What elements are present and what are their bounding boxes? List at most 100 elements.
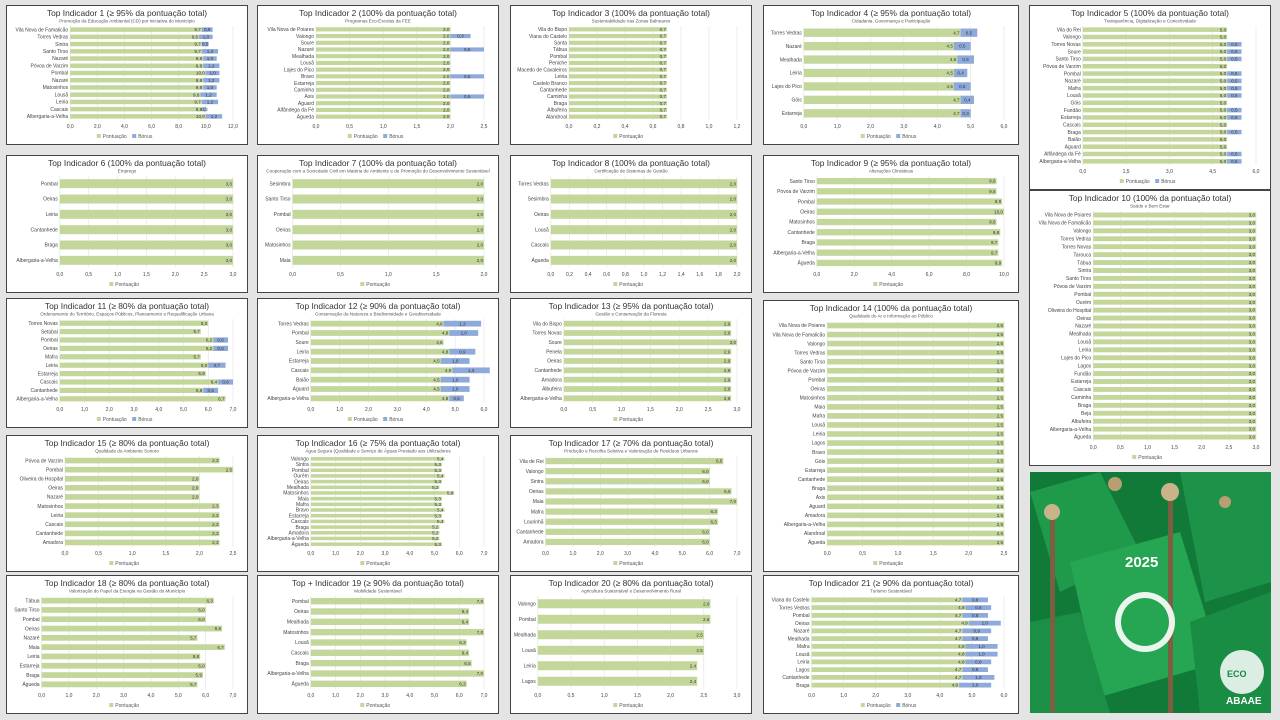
bar-pontuacao	[316, 40, 451, 45]
bar-pontuacao	[310, 348, 450, 355]
chart-indicador-10: Top Indicador 10 (100% da pontuação tota…	[1038, 193, 1259, 461]
data-label-pontuacao: 3,0	[226, 181, 233, 186]
chart-subtitle: Valorização do Papel da Energia na Gestã…	[69, 589, 186, 594]
category-label: Lousã	[295, 640, 309, 646]
bar-pontuacao	[292, 240, 484, 250]
data-label-bonus: 0,9	[974, 628, 981, 633]
category-label: Torres Novas	[28, 321, 58, 327]
x-tick-label: 2,0	[965, 551, 972, 557]
legend-swatch	[896, 134, 901, 138]
data-label-bonus: 1,2	[208, 63, 215, 68]
category-label: Santo Tirso	[265, 197, 291, 203]
legend-entry: Pontuação	[619, 134, 643, 140]
data-label-pontuacao: 3,0	[1249, 339, 1256, 344]
chart-title: Top Indicador 8 (100% da pontuação total…	[552, 158, 710, 168]
data-label-bonus: 0,5	[1231, 159, 1238, 164]
data-label-pontuacao: 4,6	[436, 340, 443, 345]
bar-bonus	[1227, 115, 1242, 120]
category-label: Matosinhos	[265, 243, 291, 249]
category-label: Viana do Castelo	[529, 34, 567, 40]
data-label-pontuacao: 2,5	[696, 648, 703, 653]
data-label-pontuacao: 2,3	[212, 540, 219, 545]
bar-pontuacao	[545, 538, 710, 546]
data-label-pontuacao: 2,9	[724, 387, 731, 392]
bar-bonus	[962, 597, 988, 603]
data-label-pontuacao: 4,8	[442, 349, 449, 354]
x-tick-label: 2,5	[705, 407, 712, 413]
x-tick-label: 5,0	[175, 693, 182, 699]
bar-bonus	[201, 41, 209, 47]
panel-indicador-20: Top Indicador 20 (≥ 80% da pontuação tot…	[510, 575, 752, 714]
data-label-pontuacao: 3,0	[1249, 403, 1256, 408]
chart-subtitle: Alterações Climáticas	[869, 169, 914, 174]
bar-pontuacao	[70, 27, 202, 32]
category-label: Albergaria-a-Velha	[16, 397, 58, 403]
bar-pontuacao	[310, 496, 442, 501]
data-label-bonus: 0,5	[959, 84, 966, 89]
bar-pontuacao	[70, 63, 204, 69]
bar-pontuacao	[70, 99, 202, 105]
data-label-pontuacao: 7,0	[477, 599, 484, 604]
category-label: Penela	[546, 349, 562, 355]
category-label: Albergaria-a-Velha	[1039, 159, 1081, 165]
x-tick-label: 7,0	[230, 693, 237, 699]
bar-pontuacao	[59, 194, 233, 204]
bar-pontuacao	[1082, 85, 1228, 91]
bar-bonus	[965, 659, 992, 665]
legend-entry: Pontuação	[354, 417, 378, 423]
bar-pontuacao	[41, 672, 203, 678]
category-label: Mafra	[296, 502, 309, 508]
category-label: Góis	[1071, 101, 1082, 107]
panel-indicador-11: Top Indicador 11 (≥ 80% da pontuação tot…	[6, 298, 248, 428]
category-label: Póvoa de Varzim	[25, 458, 63, 464]
category-label: Estarreja	[38, 371, 58, 377]
legend-entry: Pontuação	[115, 703, 139, 709]
category-label: Matosinhos	[37, 504, 63, 510]
category-label: Cascais	[291, 368, 309, 374]
x-tick-label: 1,4	[678, 272, 685, 278]
x-tick-label: 2,0	[196, 551, 203, 557]
chart-indicador-19: Top + Indicador 19 (≥ 90% da pontuação t…	[267, 578, 487, 709]
category-label: Pombal	[519, 617, 536, 623]
data-label-pontuacao: 3,0	[1249, 213, 1256, 218]
bar-pontuacao	[1093, 363, 1256, 369]
x-tick-label: 0,5	[859, 551, 866, 557]
data-label-pontuacao: 2,0	[730, 181, 737, 186]
data-label-pontuacao: 5,0	[1220, 78, 1227, 83]
category-label: Setúbal	[41, 329, 58, 335]
bar-pontuacao	[292, 209, 484, 219]
bar-pontuacao	[310, 525, 440, 529]
bar-pontuacao	[1082, 27, 1228, 32]
data-label-pontuacao: 3,0	[1249, 435, 1256, 440]
category-label: Sesimbra	[528, 197, 549, 203]
data-label-pontuacao: 4,5	[433, 387, 440, 392]
data-label-pontuacao: 2,9	[724, 359, 731, 364]
data-label-pontuacao: 6,3	[206, 598, 213, 603]
x-tick-label: 8,0	[963, 272, 970, 278]
data-label-pontuacao: 9,7	[194, 100, 201, 105]
bar-bonus	[213, 337, 229, 343]
data-label-pontuacao: 3,0	[1249, 276, 1256, 281]
x-tick-label: 1,5	[162, 551, 169, 557]
data-label-pontuacao: 5,8	[196, 388, 203, 393]
bar-pontuacao	[310, 502, 442, 507]
data-label-pontuacao: 4,7	[955, 675, 962, 680]
legend-entry: Bónus	[902, 134, 917, 140]
data-label-bonus: 0,8	[972, 636, 979, 641]
x-tick-label: 1,5	[634, 693, 641, 699]
bar-pontuacao	[550, 240, 737, 250]
bar-pontuacao	[316, 60, 451, 66]
data-label-pontuacao: 6,7	[218, 396, 225, 401]
data-label-pontuacao: 4,7	[955, 613, 962, 618]
chart-subtitle: Gestão e Conservação da Floresta	[595, 312, 667, 317]
category-label: Nazaré	[52, 56, 68, 62]
x-tick-label: 2,0	[597, 551, 604, 557]
x-tick-label: 2,5	[481, 124, 488, 130]
data-label-pontuacao: 2,9	[724, 377, 731, 382]
bar-pontuacao	[59, 240, 233, 250]
x-tick-label: 0,0	[56, 407, 63, 413]
x-tick-label: 6,0	[926, 272, 933, 278]
x-tick-label: 0,5	[568, 693, 575, 699]
category-label: Mafra	[45, 355, 58, 361]
bar-pontuacao	[1082, 42, 1228, 47]
